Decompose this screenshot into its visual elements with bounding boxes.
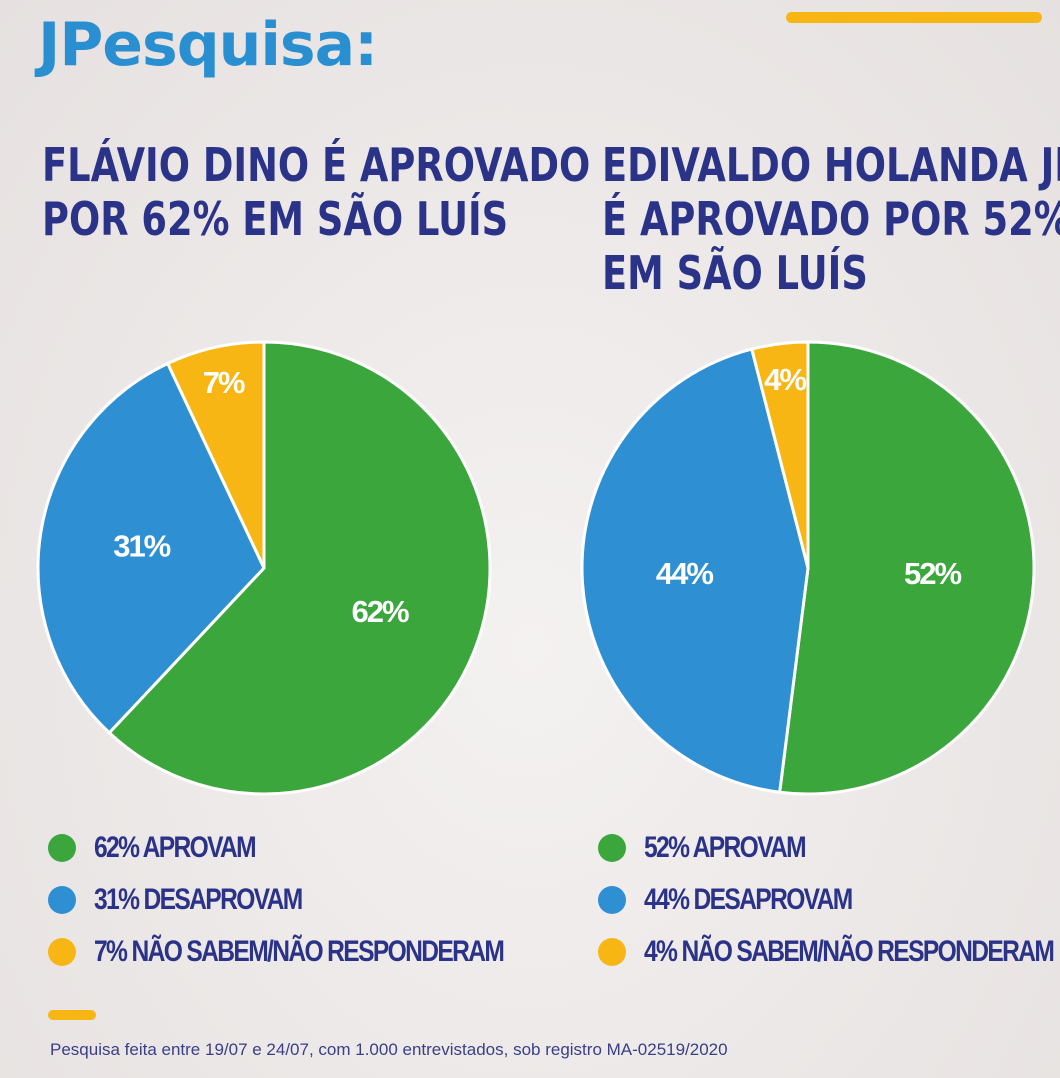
legend-label: 62% APROVAM: [94, 831, 257, 864]
legend-dot-yellow: [48, 938, 76, 966]
title-right-line-1: EDIVALDO HOLANDA JR.: [602, 138, 1060, 192]
legend-label: 31% DESAPROVAM: [94, 883, 303, 916]
title-left-line-2: POR 62% EM SÃO LUÍS: [42, 192, 509, 246]
pie-slice-1: [36, 361, 266, 735]
pie-slice-1: [580, 347, 810, 794]
legend-item: 62% APROVAM: [48, 822, 593, 874]
legend-item: 44% DESAPROVAM: [598, 874, 1060, 926]
legend-dot-yellow: [598, 938, 626, 966]
legend-dot-green: [48, 834, 76, 862]
top-accent-bar: [786, 12, 1042, 23]
pie-slice-2: [165, 340, 266, 569]
title-right-line-3: EM SÃO LUÍS: [602, 246, 868, 300]
legend-dot-blue: [598, 886, 626, 914]
legend-label: 4% NÃO SABEM/NÃO RESPONDERAM: [644, 935, 1055, 968]
legend-left: 62% APROVAM 31% DESAPROVAM 7% NÃO SABEM/…: [48, 822, 593, 978]
legend-item: 4% NÃO SABEM/NÃO RESPONDERAM: [598, 926, 1060, 978]
slice-label-2: 7%: [203, 365, 245, 400]
chart-title-left: FLÁVIO DINO É APROVADO POR 62% EM SÃO LU…: [42, 138, 590, 246]
title-left-line-1: FLÁVIO DINO É APROVADO: [42, 138, 591, 192]
pie-chart-left: 62% 31% 7%: [36, 340, 492, 796]
chart-title-right: EDIVALDO HOLANDA JR. É APROVADO POR 52% …: [602, 138, 1060, 300]
legend-label: 52% APROVAM: [644, 831, 807, 864]
pie-slice-0: [107, 340, 492, 796]
slice-label-0: 62%: [352, 594, 409, 629]
slice-label-0: 52%: [904, 556, 961, 591]
legend-dot-blue: [48, 886, 76, 914]
brand-title: JPesquisa:: [38, 10, 378, 80]
legend-label: 7% NÃO SABEM/NÃO RESPONDERAM: [94, 935, 505, 968]
slice-label-2: 4%: [764, 362, 806, 397]
bottom-accent-dash: [48, 1010, 96, 1020]
legend-item: 31% DESAPROVAM: [48, 874, 593, 926]
pie-chart-right: 52% 44% 4%: [580, 340, 1036, 796]
footnote: Pesquisa feita entre 19/07 e 24/07, com …: [50, 1040, 728, 1059]
slice-label-1: 44%: [656, 556, 713, 591]
legend-right: 52% APROVAM 44% DESAPROVAM 4% NÃO SABEM/…: [598, 822, 1060, 978]
pie-slice-0: [777, 340, 1036, 796]
legend-item: 7% NÃO SABEM/NÃO RESPONDERAM: [48, 926, 593, 978]
legend-item: 52% APROVAM: [598, 822, 1060, 874]
pie-slice-2: [749, 340, 810, 569]
slice-label-1: 31%: [113, 529, 170, 564]
legend-dot-green: [598, 834, 626, 862]
legend-label: 44% DESAPROVAM: [644, 883, 853, 916]
title-right-line-2: É APROVADO POR 52%: [602, 192, 1060, 246]
